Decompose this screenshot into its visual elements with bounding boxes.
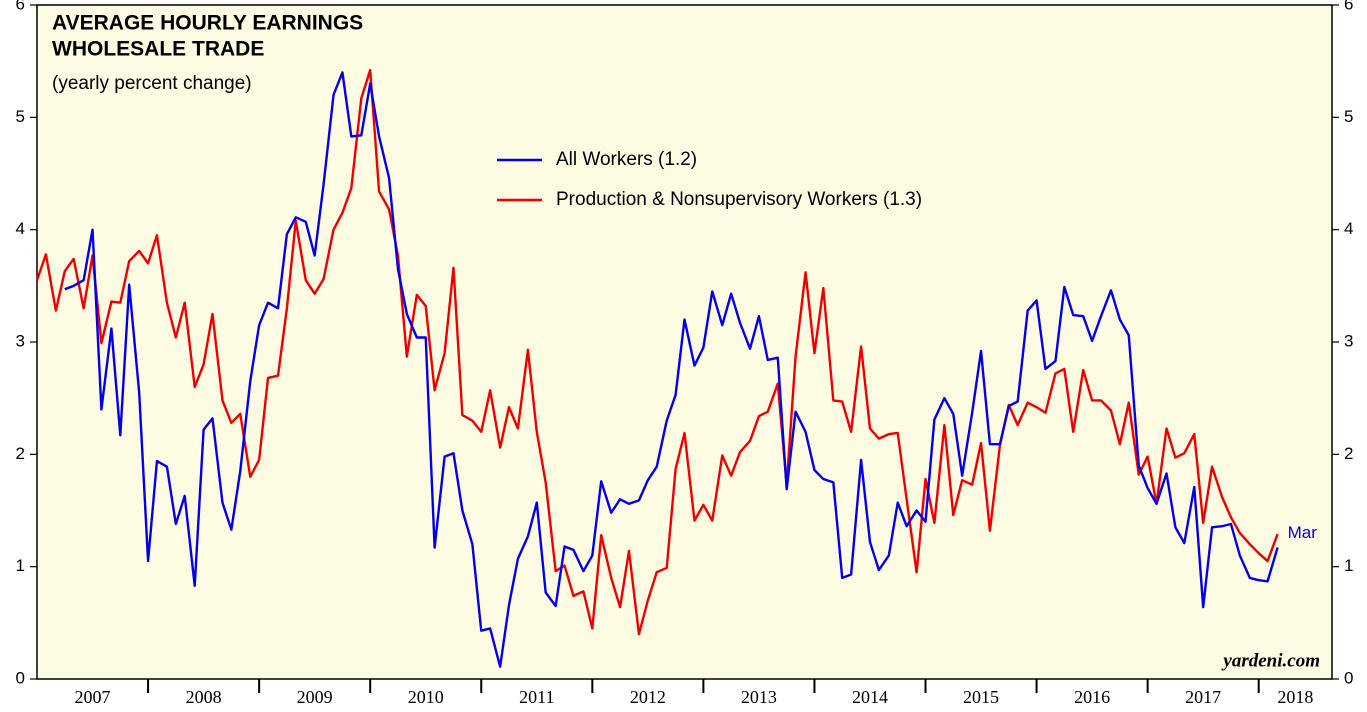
y-tick-label: 5 xyxy=(16,107,25,126)
x-tick-label: 2016 xyxy=(1074,687,1110,707)
x-tick-label: 2007 xyxy=(75,687,111,707)
x-tick-label: 2017 xyxy=(1185,687,1221,707)
y2-tick-label: 2 xyxy=(1344,444,1353,463)
x-tick-label: 2012 xyxy=(630,687,666,707)
annotation: Mar xyxy=(1288,523,1318,542)
y2-tick-label: 4 xyxy=(1344,219,1353,238)
x-tick-label: 2009 xyxy=(297,687,333,707)
x-tick-label: 2013 xyxy=(741,687,777,707)
chart-title: WHOLESALE TRADE xyxy=(52,38,264,61)
chart-title: AVERAGE HOURLY EARNINGS xyxy=(52,12,363,35)
y2-tick-label: 1 xyxy=(1344,556,1353,575)
y-tick-label: 0 xyxy=(16,668,25,687)
credit: yardeni.com xyxy=(1221,650,1320,671)
y2-tick-label: 5 xyxy=(1344,107,1353,126)
y2-tick-label: 0 xyxy=(1344,668,1353,687)
x-tick-label: 2011 xyxy=(519,687,554,707)
data-line xyxy=(64,71,1279,668)
legend-label: Production & Nonsupervisory Workers (1.3… xyxy=(556,189,922,210)
x-tick-label: 2008 xyxy=(186,687,222,707)
x-tick-label: 2010 xyxy=(408,687,444,707)
legend-label: All Workers (1.2) xyxy=(556,149,697,170)
x-tick-label: 2015 xyxy=(963,687,999,707)
y-tick-label: 3 xyxy=(16,331,25,350)
plot-area xyxy=(36,4,1333,680)
y-tick-label: 4 xyxy=(16,219,25,238)
y-tick-label: 1 xyxy=(16,556,25,575)
x-tick-label: 2018 xyxy=(1277,687,1313,707)
y-tick-label: 6 xyxy=(16,0,25,13)
x-tick-label: 2014 xyxy=(852,687,888,707)
chart-subtitle: (yearly percent change) xyxy=(52,73,252,94)
y2-tick-label: 6 xyxy=(1344,0,1353,13)
y2-tick-label: 3 xyxy=(1344,331,1353,350)
y-tick-label: 2 xyxy=(16,444,25,463)
